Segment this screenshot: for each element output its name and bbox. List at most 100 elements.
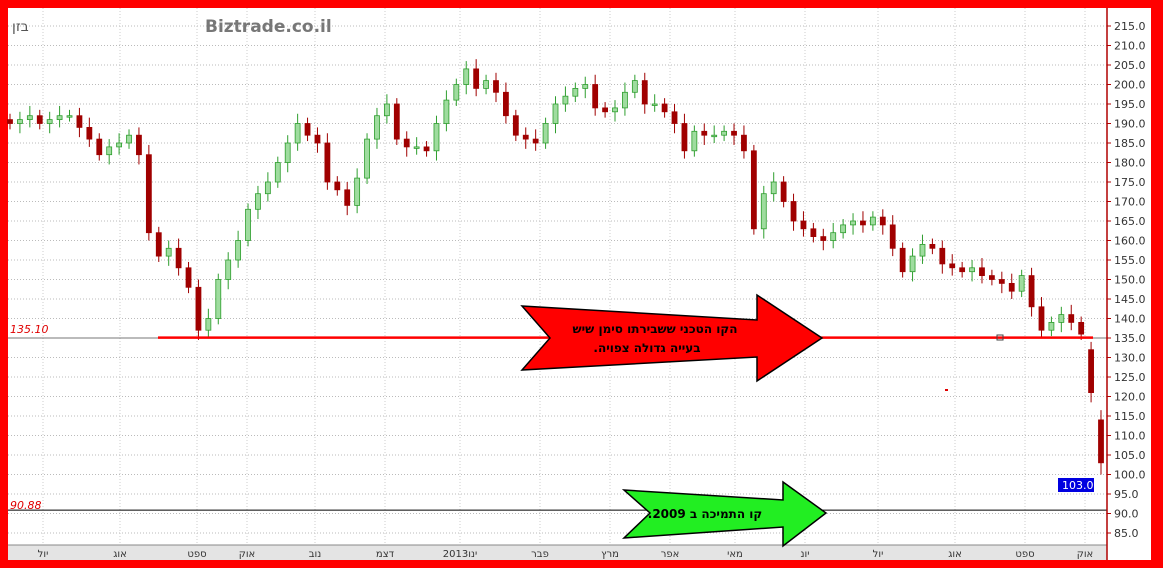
candle — [26, 105, 33, 128]
candle — [304, 117, 311, 142]
candle-body — [889, 224, 896, 249]
candle — [731, 123, 737, 145]
candle-body — [165, 247, 172, 257]
y-tick-label: 170.0 — [1114, 196, 1146, 209]
candle — [909, 248, 916, 282]
x-tick-label: 2013ינו — [443, 549, 477, 560]
candle — [562, 86, 569, 112]
candle — [572, 82, 579, 103]
candle-body — [7, 119, 13, 124]
x-tick-label: יול — [38, 549, 49, 560]
candle — [443, 90, 450, 132]
candle-body — [1068, 314, 1075, 323]
x-tick-label: פבר — [531, 549, 549, 560]
candle — [215, 273, 222, 325]
candle-body — [651, 103, 658, 106]
candle — [36, 109, 43, 130]
candle — [592, 74, 599, 116]
grid — [8, 8, 1107, 545]
candle-body — [741, 134, 747, 152]
candle-body — [1078, 321, 1085, 335]
candle — [800, 211, 807, 237]
candle — [532, 129, 539, 151]
x-tick-label: מאי — [727, 549, 743, 560]
candle — [403, 131, 410, 157]
candle — [889, 215, 896, 257]
candle-body — [572, 88, 579, 97]
candle-body — [215, 279, 222, 319]
y-tick-label: 145.0 — [1114, 293, 1146, 306]
candle — [602, 102, 608, 118]
candle-body — [631, 80, 638, 93]
candle-body — [264, 181, 271, 195]
candle — [820, 228, 827, 251]
candle-body — [562, 95, 569, 105]
candle — [721, 125, 728, 142]
candle — [354, 168, 361, 214]
candle-body — [602, 107, 608, 113]
candle-body — [711, 134, 718, 138]
candle — [641, 72, 648, 114]
candle-body — [1018, 275, 1025, 292]
candle-body — [503, 91, 509, 117]
y-tick-label: 165.0 — [1114, 215, 1146, 228]
candle-body — [820, 236, 827, 241]
candle-body — [423, 146, 430, 152]
candle-body — [145, 154, 152, 234]
y-tick-label: 195.0 — [1114, 98, 1146, 111]
candle — [96, 133, 103, 161]
level-label-90: 90.88 — [10, 499, 42, 512]
candle-body — [66, 115, 73, 118]
candle-body — [949, 263, 956, 269]
candle — [473, 59, 480, 97]
candle — [790, 193, 797, 231]
candle-body — [998, 279, 1005, 284]
candle-body — [195, 286, 202, 331]
candle — [979, 258, 985, 284]
candle — [46, 111, 53, 134]
candle — [175, 238, 182, 276]
candle-body — [175, 247, 182, 269]
candle — [433, 115, 440, 161]
candle-body — [433, 123, 440, 152]
x-axis-band — [8, 545, 1107, 560]
candle — [1048, 316, 1055, 337]
candle-body — [334, 181, 341, 191]
candle — [770, 172, 777, 202]
candle-body — [840, 224, 847, 234]
x-tick-label: מרץ — [601, 549, 619, 560]
candle-body — [750, 150, 757, 230]
candle — [7, 113, 13, 130]
candle-body — [701, 130, 708, 136]
y-axis: 215.0 210.0 205.0 200.0 195.0 190.0 185.0 180.0… — [1107, 20, 1146, 540]
candle — [869, 211, 876, 231]
candle — [969, 260, 975, 282]
candle-body — [245, 208, 251, 241]
y-tick-label: 185.0 — [1114, 137, 1146, 150]
candle-body — [1028, 275, 1035, 308]
candle-body — [671, 111, 678, 124]
candle-body — [592, 84, 599, 109]
x-tick-label: אפר — [661, 549, 680, 560]
candle — [681, 113, 688, 159]
y-tick-label: 115.0 — [1114, 410, 1146, 423]
candle — [116, 133, 122, 155]
candle — [126, 129, 132, 149]
candle-body — [899, 247, 906, 273]
red-arrow-annotation: הקו הטכני ששבירתו סימן שיש בעייה גדולה צ… — [520, 293, 824, 383]
candle-body — [324, 142, 331, 183]
candle — [185, 261, 192, 294]
y-tick-label: 90.0 — [1114, 508, 1139, 521]
candle-body — [403, 138, 410, 148]
candle-body — [622, 91, 628, 109]
x-tick-label: אוק — [1077, 549, 1094, 560]
candle — [245, 203, 251, 247]
candle-body — [1058, 314, 1065, 323]
candle-body — [939, 247, 946, 265]
candle-body — [522, 134, 529, 140]
candle-body — [800, 220, 807, 230]
candle-body — [780, 181, 787, 202]
red-arrow-shape — [520, 293, 824, 383]
candle — [274, 156, 281, 188]
